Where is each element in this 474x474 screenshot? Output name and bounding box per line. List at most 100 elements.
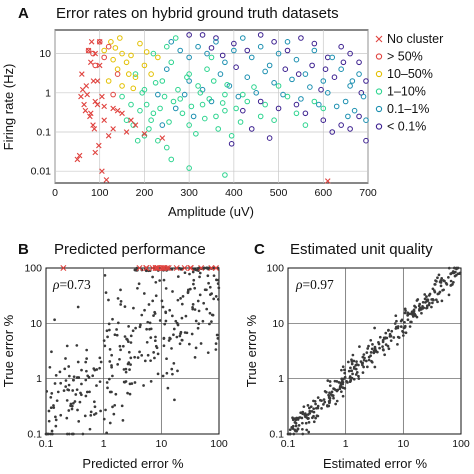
legend-entry: 10–50% bbox=[387, 67, 433, 81]
scatter-point bbox=[89, 410, 93, 414]
panel-a-point bbox=[324, 90, 331, 96]
panel-a-point bbox=[108, 39, 114, 45]
scatter-point bbox=[297, 416, 300, 420]
scatter-point bbox=[156, 372, 160, 376]
scatter-point bbox=[85, 357, 88, 360]
no-cluster-cross bbox=[60, 265, 67, 271]
ytick-label: 100 bbox=[24, 263, 42, 275]
scatter-point bbox=[387, 329, 390, 332]
scatter-point bbox=[358, 345, 361, 348]
panel-a-ytick-label: 0.1 bbox=[36, 127, 51, 139]
scatter-point bbox=[436, 292, 440, 296]
scatter-point bbox=[322, 403, 325, 406]
scatter-point bbox=[427, 294, 431, 297]
scatter-point bbox=[326, 404, 329, 408]
panel-a-point bbox=[222, 172, 228, 178]
scatter-point bbox=[197, 309, 201, 313]
scatter-point bbox=[113, 403, 117, 407]
scatter-point bbox=[152, 351, 155, 354]
panel-a-point bbox=[222, 59, 228, 66]
scatter-point bbox=[286, 432, 290, 436]
scatter-point bbox=[437, 273, 441, 277]
scatter-point bbox=[119, 348, 122, 352]
scatter-point bbox=[48, 365, 52, 369]
scatter-point bbox=[328, 384, 332, 388]
scatter-point bbox=[107, 298, 110, 302]
scatter-point bbox=[128, 368, 131, 371]
scatter-point bbox=[71, 389, 75, 392]
panel-a-point bbox=[172, 105, 179, 112]
scatter-point bbox=[52, 406, 56, 409]
panel-a-point bbox=[204, 50, 210, 57]
panel-a-point bbox=[168, 156, 175, 163]
scatter-point bbox=[350, 362, 354, 366]
panel-a-point-no-cluster bbox=[90, 122, 96, 128]
scatter-point bbox=[434, 298, 438, 302]
panel-a-point bbox=[228, 132, 235, 139]
scatter-point bbox=[403, 311, 407, 315]
scatter-point bbox=[199, 342, 203, 345]
panel-a-point bbox=[219, 52, 226, 59]
scatter-point bbox=[107, 322, 111, 326]
panel-a-point bbox=[320, 78, 327, 84]
scatter-point bbox=[301, 421, 304, 425]
scatter-point bbox=[302, 405, 306, 409]
scatter-point bbox=[134, 326, 137, 330]
panel-a-point bbox=[179, 110, 186, 117]
panel-a-point bbox=[262, 101, 268, 108]
panel-a-point bbox=[181, 91, 188, 98]
panel-a-point bbox=[204, 66, 210, 72]
panel-a-point-no-cluster bbox=[79, 86, 86, 93]
scatter-point bbox=[175, 321, 179, 325]
panel-a-point bbox=[275, 50, 282, 57]
xtick-label: 0.1 bbox=[281, 438, 296, 450]
scatter-point bbox=[44, 432, 48, 436]
scatter-point bbox=[127, 325, 130, 328]
panel-a-point-no-cluster bbox=[159, 135, 166, 141]
panel-a-point-no-cluster bbox=[92, 149, 99, 156]
no-cluster-cross bbox=[198, 265, 205, 271]
panel-a-frame bbox=[54, 29, 369, 184]
scatter-point bbox=[91, 374, 95, 378]
panel-a-point bbox=[110, 91, 116, 98]
scatter-point bbox=[433, 283, 437, 286]
scatter-point bbox=[355, 360, 358, 363]
scatter-point bbox=[296, 427, 300, 431]
scatter-point bbox=[348, 375, 352, 378]
scatter-point bbox=[99, 409, 102, 413]
scatter-point bbox=[404, 331, 408, 335]
panel-a-point bbox=[351, 107, 358, 114]
panel-a-point bbox=[134, 137, 141, 144]
scatter-point bbox=[426, 298, 430, 302]
panel-a-point bbox=[163, 144, 170, 151]
panel-c-rho-symbol: ρ bbox=[295, 277, 303, 292]
scatter-point bbox=[161, 374, 165, 378]
panel-a-point bbox=[213, 35, 219, 41]
scatter-point bbox=[111, 374, 114, 378]
scatter-point bbox=[53, 318, 56, 322]
panel-a-legend: No cluster > 50% 10–50% 1–10% 0.1–1% < 0.1% bbox=[375, 32, 443, 134]
panel-a-point-no-cluster bbox=[92, 50, 99, 57]
panel-a-point-no-cluster bbox=[101, 103, 107, 110]
scatter-point bbox=[439, 284, 443, 288]
scatter-point bbox=[343, 371, 347, 375]
scatter-point bbox=[201, 319, 205, 323]
panel-a-point bbox=[222, 107, 228, 114]
panel-a-point bbox=[360, 93, 367, 100]
scatter-point bbox=[411, 313, 415, 317]
legend-marker bbox=[375, 88, 383, 95]
panel-a-point-no-cluster bbox=[123, 129, 130, 135]
scatter-point bbox=[301, 427, 304, 431]
scatter-point bbox=[352, 359, 356, 363]
panel-a-point bbox=[240, 107, 246, 114]
scatter-point bbox=[214, 348, 218, 351]
scatter-point bbox=[385, 336, 389, 340]
scatter-point bbox=[323, 400, 327, 404]
panel-a-point-no-cluster bbox=[324, 178, 331, 184]
scatter-point bbox=[340, 377, 344, 381]
scatter-point bbox=[183, 271, 187, 275]
legend-marker bbox=[375, 123, 383, 130]
scatter-point bbox=[85, 348, 89, 352]
scatter-point bbox=[153, 312, 157, 315]
panel-a: A Error rates on hybrid ground truth dat… bbox=[1, 5, 443, 219]
